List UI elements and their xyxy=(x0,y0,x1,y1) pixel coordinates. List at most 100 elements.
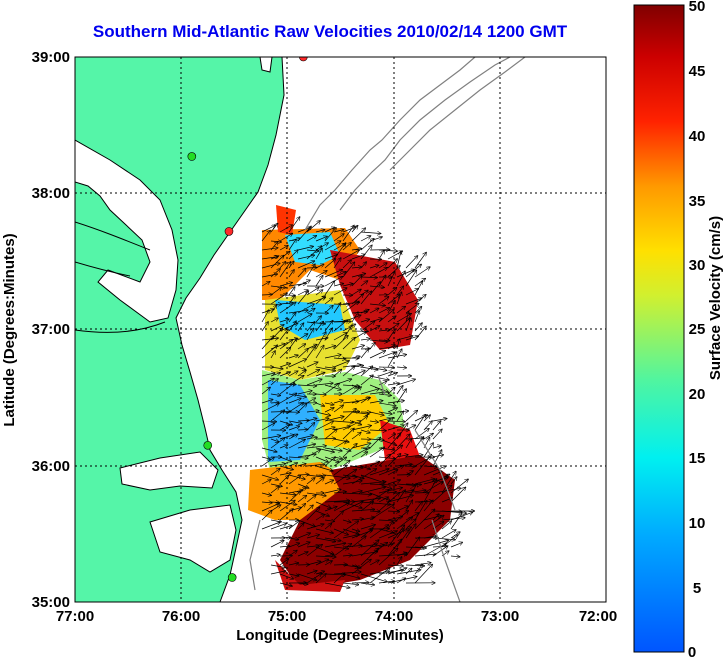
velocity-arrow xyxy=(306,423,315,431)
velocity-arrow xyxy=(405,524,416,539)
velocity-arrow xyxy=(333,573,345,584)
velocity-arrow xyxy=(351,466,363,468)
velocity-arrow xyxy=(279,363,290,368)
velocity-arrow xyxy=(360,236,371,242)
velocity-arrow xyxy=(396,411,404,422)
velocity-arrow xyxy=(315,296,325,305)
velocity-arrow xyxy=(297,420,309,421)
velocity-arrow xyxy=(288,403,303,413)
plot-frame xyxy=(74,56,607,603)
velocity-arrow xyxy=(405,513,419,521)
velocity-arrow xyxy=(450,556,460,557)
velocity-arrow xyxy=(279,225,292,233)
velocity-arrow xyxy=(324,555,333,556)
velocity-arrow xyxy=(297,344,306,350)
velocity-arrow xyxy=(324,328,332,341)
velocity-arrow xyxy=(414,323,422,332)
velocity-arrow xyxy=(342,481,362,485)
velocity-arrow xyxy=(378,412,392,414)
velocity-arrow xyxy=(369,437,381,449)
y-tick-label: 35:00 xyxy=(32,594,70,611)
x-tick-label: 73:00 xyxy=(481,608,519,625)
velocity-arrow xyxy=(333,272,346,278)
velocity-arrow xyxy=(333,400,343,404)
velocity-arrow xyxy=(288,550,297,557)
velocity-arrow xyxy=(333,572,361,575)
velocity-arrow xyxy=(378,402,396,406)
velocity-arrow xyxy=(387,470,398,476)
velocity-arrow xyxy=(414,565,422,575)
velocity-arrow xyxy=(441,471,456,494)
velocity-arrow xyxy=(378,381,387,386)
velocity-arrow xyxy=(306,309,315,314)
velocity-arrow xyxy=(306,236,316,242)
velocity-arrow xyxy=(333,303,341,314)
velocity-arrow xyxy=(279,372,290,377)
velocity-arrow xyxy=(270,520,281,522)
velocity-arrow xyxy=(315,421,333,431)
velocity-arrow xyxy=(306,418,317,422)
velocity-arrow xyxy=(360,277,377,278)
velocity-arrow xyxy=(315,276,323,287)
velocity-arrow xyxy=(270,394,281,396)
velocity-arrow xyxy=(369,268,387,278)
velocity-arrow xyxy=(342,493,371,495)
velocity-arrow xyxy=(423,481,443,494)
velocity-arrow xyxy=(396,490,405,503)
velocity-arrow xyxy=(315,418,329,422)
velocity-arrow xyxy=(360,339,370,340)
velocity-arrow xyxy=(333,465,347,476)
velocity-arrow xyxy=(369,430,386,431)
velocity-arrow xyxy=(351,559,371,575)
x-axis: 77:00 76:00 75:00 74:00 73:00 72:00 Long… xyxy=(56,608,617,644)
velocity-arrow xyxy=(261,310,269,323)
velocity-arrow xyxy=(306,561,321,566)
velocity-arrow xyxy=(324,383,339,395)
velocity-arrow xyxy=(324,520,334,521)
velocity-arrow xyxy=(306,495,316,503)
colorbar: 50 45 40 35 30 25 20 15 10 5 0 Surface V… xyxy=(633,0,724,659)
velocity-arrow xyxy=(279,303,293,304)
velocity-arrow xyxy=(261,263,280,269)
velocity-arrow xyxy=(324,429,337,440)
velocity-arrow xyxy=(369,351,385,359)
velocity-arrow xyxy=(279,493,296,495)
velocity-arrow xyxy=(324,489,341,494)
velocity-arrow xyxy=(288,543,299,548)
velocity-arrow xyxy=(288,287,295,296)
velocity-arrow xyxy=(270,255,284,269)
velocity-arrow xyxy=(414,253,426,269)
colorbar-tick-label: 15 xyxy=(689,450,706,467)
velocity-arrow xyxy=(270,305,277,314)
velocity-arrow xyxy=(378,466,404,476)
velocity-arrow xyxy=(297,314,312,323)
velocity-arrow xyxy=(360,349,369,359)
velocity-arrow xyxy=(432,538,455,540)
velocity-arrow xyxy=(288,521,300,530)
velocity-arrow xyxy=(369,304,385,306)
x-tick-label: 77:00 xyxy=(56,608,94,625)
velocity-arrow xyxy=(378,455,390,467)
velocity-arrow xyxy=(342,225,354,242)
velocity-arrow xyxy=(315,373,325,377)
velocity-arrow xyxy=(387,401,404,404)
velocity-arrow xyxy=(369,392,384,394)
y-axis-label: Latitude (Degrees:Minutes) xyxy=(1,233,18,426)
velocity-arrow xyxy=(360,501,390,505)
velocity-arrow xyxy=(360,540,379,557)
velocity-arrow xyxy=(342,520,351,522)
velocity-arrow xyxy=(360,397,370,404)
velocity-arrow xyxy=(351,529,360,532)
velocity-arrow xyxy=(432,429,442,440)
velocity-arrow xyxy=(324,241,341,251)
velocity-arrow xyxy=(270,367,283,369)
velocity-arrow xyxy=(360,239,374,251)
station-marker xyxy=(224,227,234,236)
velocity-arrow xyxy=(369,560,379,566)
pamlico-sound xyxy=(149,504,237,573)
velocity-arrow xyxy=(279,302,296,314)
y-tick-label: 36:00 xyxy=(32,458,70,475)
velocity-arrow xyxy=(360,544,377,548)
velocity-arrow xyxy=(333,521,358,539)
velocity-arrow xyxy=(324,507,337,512)
